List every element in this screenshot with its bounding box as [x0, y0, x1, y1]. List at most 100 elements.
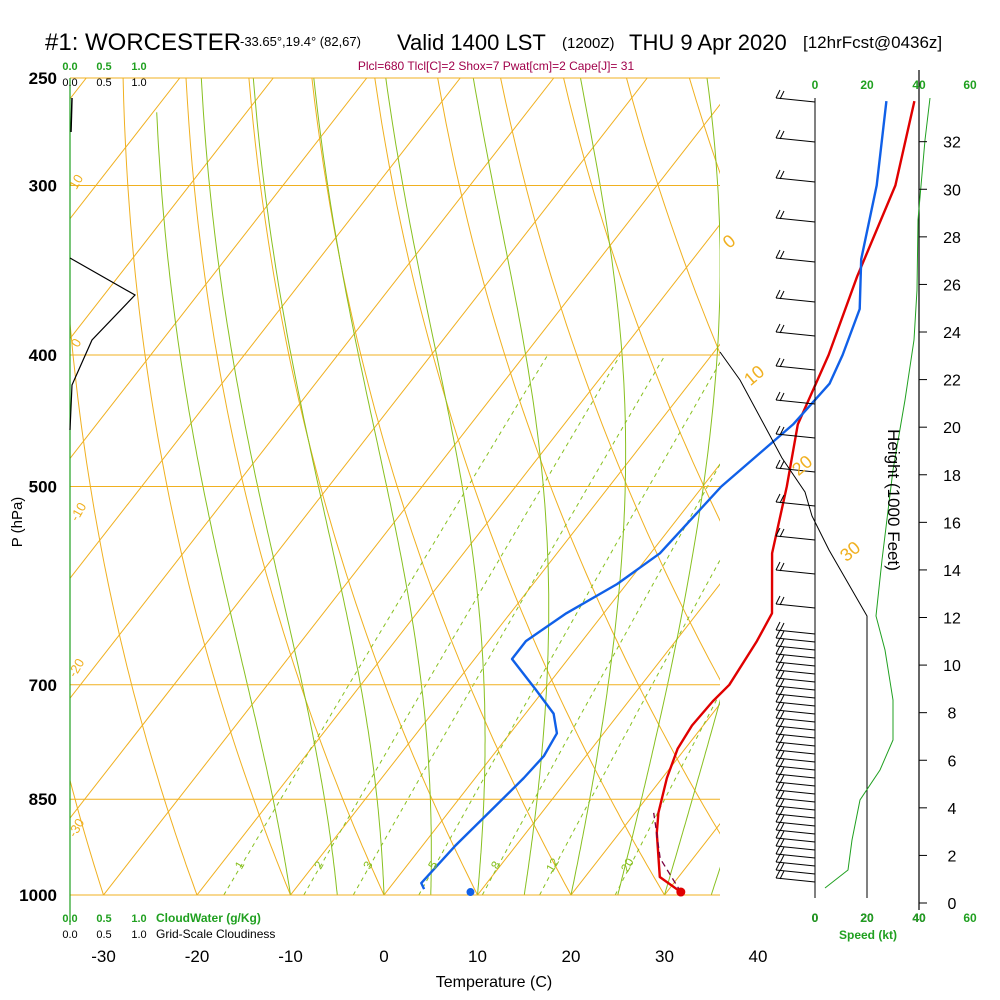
- wind-barb-flag: [775, 129, 781, 139]
- wind-barb-flag: [779, 662, 785, 672]
- cloudiness-top-tick: 0.5: [96, 77, 111, 89]
- wind-barb-flag: [775, 89, 781, 99]
- mixing-ratio-label: 20: [618, 855, 637, 874]
- theta-label: 30: [836, 537, 864, 565]
- theta-label: -30: [65, 816, 87, 840]
- wind-barb-flag: [779, 766, 785, 776]
- mixing-ratio-label: 1: [232, 858, 248, 871]
- wind-barb-flag: [779, 392, 785, 402]
- moist-adiabat-line: [570, 78, 627, 895]
- wind-barb: [775, 709, 816, 715]
- dry-adiabat-line: [185, 78, 385, 895]
- wind-barb-flag: [779, 846, 785, 856]
- wind-barb: [775, 781, 816, 787]
- wind-barb-flag: [779, 170, 785, 180]
- wind-barb: [775, 717, 816, 723]
- wind-barb-flag: [775, 741, 781, 751]
- temperature-line: [655, 100, 916, 893]
- forecast-date: THU 9 Apr 2020: [629, 30, 787, 55]
- wind-barb: [775, 829, 816, 835]
- wind-barb-flag: [775, 869, 781, 879]
- wind-barb-flag: [775, 837, 781, 847]
- wind-barb: [775, 877, 816, 883]
- cloudwater-profile: [70, 97, 73, 133]
- wind-barb: [775, 693, 816, 699]
- mixing-ratio-label: 5: [425, 858, 441, 871]
- mixing-ratio-line: [539, 559, 720, 895]
- wind-barb: [775, 765, 816, 771]
- x-tick-label: 20: [562, 947, 581, 966]
- moist-adiabat-line: [313, 78, 432, 895]
- x-axis-label: Temperature (C): [436, 974, 552, 991]
- height-tick-label: 14: [943, 563, 961, 580]
- wind-barb-flag: [775, 493, 781, 503]
- wind-barb-flag: [779, 250, 785, 260]
- speed-tick-green-bottom: 20: [860, 911, 874, 925]
- wind-barb-flag: [775, 829, 781, 839]
- wind-barb-flag: [779, 638, 785, 648]
- wind-barb-flag: [775, 561, 781, 571]
- wind-barb-flag: [775, 765, 781, 775]
- wind-barb-flag: [775, 733, 781, 743]
- wind-barb-flag: [779, 734, 785, 744]
- height-tick-label: 0: [948, 896, 957, 913]
- speed-axis-label: Speed (kt): [839, 928, 897, 942]
- wind-barb-flag: [775, 209, 781, 219]
- wind-barb-flag: [779, 494, 785, 504]
- wind-barb-flag: [775, 169, 781, 179]
- height-tick-label: 30: [943, 182, 961, 199]
- dewpoint-line: [420, 100, 888, 890]
- dry-adiabat-line: [437, 78, 720, 835]
- wind-barb: [775, 629, 816, 635]
- cloudwater-top-tick: 0.5: [96, 61, 111, 73]
- wind-barb-flag: [775, 323, 781, 333]
- wind-barb-flag: [775, 645, 781, 655]
- wind-barb-flag: [775, 853, 781, 863]
- wind-barb-flag: [775, 845, 781, 855]
- surface-temperature-marker: [676, 887, 686, 897]
- height-tick-label: 26: [943, 277, 961, 294]
- wind-barb-flag: [775, 693, 781, 703]
- speed-tick-green-top: 60: [963, 78, 977, 92]
- height-tick-label: 6: [948, 753, 957, 770]
- wind-barb-flag: [775, 813, 781, 823]
- pressure-tick-label: 300: [29, 176, 57, 195]
- wind-barb-flag: [775, 677, 781, 687]
- wind-barb-flag: [775, 527, 781, 537]
- wind-barb-flag: [779, 870, 785, 880]
- pressure-tick-label: 1000: [19, 886, 57, 905]
- wind-barb: [775, 861, 816, 867]
- wind-barb-flag: [779, 862, 785, 872]
- cloudwater-top-tick: 0.0: [62, 61, 77, 73]
- dry-adiabat-line: [625, 78, 720, 355]
- isobar-lines: [70, 77, 720, 896]
- height-tick-label: 12: [943, 611, 961, 628]
- wind-barb: [775, 331, 816, 337]
- wind-barb-flag: [775, 459, 781, 469]
- dry-adiabat-line: [248, 78, 479, 895]
- wind-barb: [775, 789, 816, 795]
- wind-barb-flag: [775, 757, 781, 767]
- wind-barb-flag: [779, 460, 785, 470]
- moist-adiabat-line: [252, 78, 385, 895]
- sounding-indices: Plcl=680 Tlcl[C]=2 Shox=7 Pwat[cm]=2 Cap…: [358, 59, 635, 73]
- wind-barb: [775, 813, 816, 819]
- wind-barb-flag: [779, 838, 785, 848]
- valid-time: Valid 1400 LST: [397, 30, 546, 55]
- wind-barb: [775, 797, 816, 803]
- cloudwater-label: CloudWater (g/Kg): [156, 911, 261, 925]
- cloudwater-bottom-tick: 0.0: [62, 913, 77, 925]
- wind-barb-flag: [775, 701, 781, 711]
- wind-barb-flag: [779, 562, 785, 572]
- parcel-path-line: [653, 812, 682, 893]
- wind-barb-flag: [779, 426, 785, 436]
- wind-barb: [775, 757, 816, 763]
- wind-barb-flag: [775, 861, 781, 871]
- pressure-tick-label: 250: [29, 69, 57, 88]
- wind-barb: [775, 501, 816, 507]
- height-axis-label: Height (1000 Feet): [884, 429, 903, 571]
- wind-barb: [775, 749, 816, 755]
- wind-barb: [775, 821, 816, 827]
- moist-adiabat-line: [200, 78, 338, 895]
- wind-barb: [775, 701, 816, 707]
